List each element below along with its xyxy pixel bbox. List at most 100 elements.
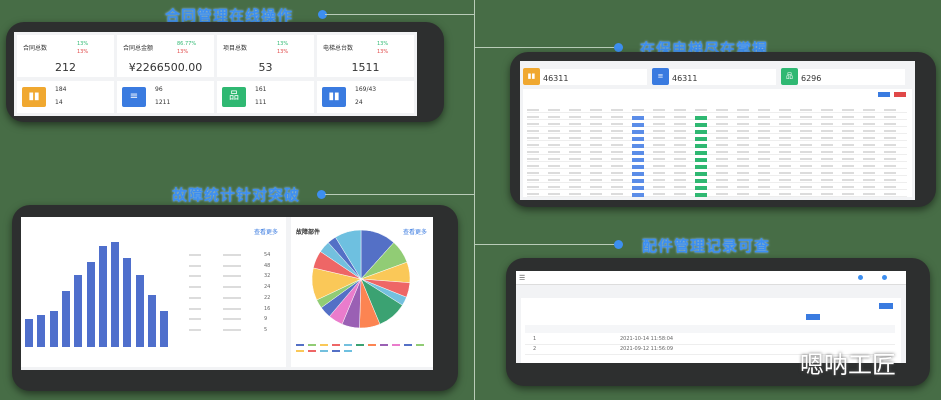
cell [695, 186, 707, 190]
count: 16 [264, 305, 271, 312]
cell [189, 318, 201, 321]
cell [758, 151, 770, 153]
cell [737, 186, 749, 188]
cell [737, 165, 749, 167]
card-down: 13% [177, 49, 189, 55]
cell [800, 172, 812, 174]
bar [61, 290, 70, 347]
elevator-stat: ≡ 46311 [652, 68, 776, 85]
cell [863, 165, 875, 167]
cell [821, 151, 833, 153]
row-date: 2021-09-12 11:56:09 [620, 346, 674, 352]
cell [527, 193, 539, 195]
legend-swatch [392, 344, 400, 346]
cell [569, 109, 581, 111]
cell [821, 123, 833, 125]
pie-chart [296, 229, 424, 352]
cell [695, 144, 707, 148]
elevator-stat: 品 6296 [781, 68, 905, 85]
cell [758, 144, 770, 146]
cell [548, 186, 560, 188]
connector [474, 244, 617, 245]
cell [800, 193, 812, 195]
cell [800, 186, 812, 188]
search-button[interactable] [878, 92, 890, 97]
cell [821, 109, 833, 111]
cell [884, 193, 896, 195]
table-row [527, 149, 907, 155]
cell [548, 109, 560, 111]
cell [716, 151, 728, 153]
cell [716, 172, 728, 174]
cell [758, 123, 770, 125]
cell [527, 130, 539, 132]
cell [223, 286, 241, 289]
stat-b: 14 [55, 99, 63, 106]
sitemap-icon: 品 [781, 68, 798, 85]
card-label: 电梯总台数 [323, 45, 354, 52]
dot [614, 43, 623, 52]
cell [800, 109, 812, 111]
cell [800, 123, 812, 125]
cell [779, 137, 791, 139]
count: 9 [264, 316, 268, 323]
cell [527, 165, 539, 167]
cell [548, 158, 560, 160]
cell [842, 151, 854, 153]
cell [223, 275, 241, 278]
reset-button[interactable] [894, 92, 906, 97]
cell [548, 151, 560, 153]
cell [779, 186, 791, 188]
cell [527, 151, 539, 153]
export-button[interactable] [879, 303, 893, 309]
elevator-panel: ▮▮ 46311 ≡ 46311 品 6296 [520, 61, 915, 200]
cell [611, 144, 623, 146]
stat-card: 电梯总台数 13% 13% 1511 [317, 35, 414, 77]
menu-icon[interactable]: ☰ [519, 274, 526, 282]
logout-icon[interactable] [882, 275, 887, 280]
cell [632, 130, 644, 134]
stat-block: ▮▮ 169/43 24 [317, 81, 414, 113]
cell [611, 130, 623, 132]
cell [611, 109, 623, 111]
stat-block: ≡ 96 1211 [117, 81, 214, 113]
cell [569, 165, 581, 167]
avatar-icon[interactable] [858, 275, 863, 280]
connector [325, 194, 475, 195]
cell [569, 179, 581, 181]
cell [569, 123, 581, 125]
cell [884, 109, 896, 111]
cell [695, 165, 707, 169]
cell [758, 186, 770, 188]
legend-swatch [308, 344, 316, 346]
table-row [527, 170, 907, 176]
cell [653, 130, 665, 132]
cell [590, 179, 602, 181]
table-row [527, 163, 907, 169]
cell [716, 193, 728, 195]
table-row: 2 2021-09-12 11:56:09 [525, 346, 895, 355]
table-row [527, 135, 907, 141]
cell [223, 254, 241, 256]
row-index: 2 [533, 346, 537, 352]
title-contract: 合同管理在线操作 [165, 7, 294, 25]
stat-card: 项目总数 13% 13% 53 [217, 35, 314, 77]
bar [111, 242, 120, 347]
cell [821, 165, 833, 167]
cell [863, 151, 875, 153]
more-link[interactable]: 查看更多 [402, 229, 427, 236]
cell [632, 186, 644, 190]
stat-card: 合同总金额 86.77% 13% ¥2266500.00 [117, 35, 214, 77]
cell [695, 151, 707, 155]
count: 5 [264, 326, 268, 333]
search-button[interactable] [806, 314, 820, 320]
legend-swatch [320, 344, 328, 346]
cell [884, 144, 896, 146]
cell [884, 130, 896, 132]
card-down: 13% [277, 49, 289, 55]
card-value: 1511 [351, 61, 380, 74]
more-link[interactable]: 查看更多 [253, 229, 278, 236]
stat-value: 46311 [672, 74, 698, 83]
cell [653, 144, 665, 146]
cell [884, 151, 896, 153]
